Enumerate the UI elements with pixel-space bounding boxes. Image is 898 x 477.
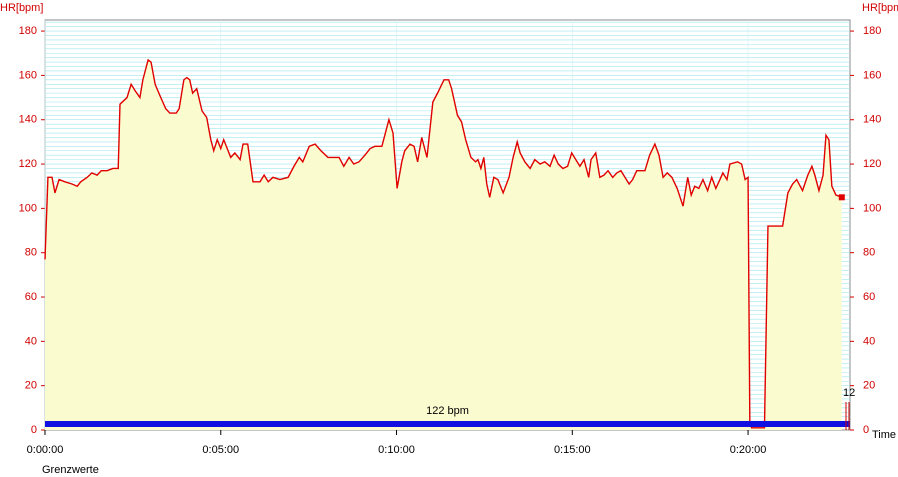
- y2-tick-label: 40: [863, 335, 875, 347]
- y-axis-title: HR[bpm]: [0, 2, 43, 14]
- y-tick-label: 0: [31, 424, 37, 436]
- y2-tick-label: 180: [863, 25, 881, 37]
- y-tick-label: 140: [19, 114, 37, 126]
- legend-note: Grenzwerte: [42, 464, 99, 476]
- y2-tick-label: 120: [863, 158, 881, 170]
- y2-axis-title: HR[bpm]: [862, 2, 898, 14]
- x-axis-title: Time: [872, 429, 896, 441]
- cursor-marker: [838, 194, 845, 201]
- y-tick-label: 100: [19, 202, 37, 214]
- y2-tick-label: 20: [863, 380, 875, 392]
- y2-tick-label: 80: [863, 247, 875, 259]
- y-tick-label: 160: [19, 69, 37, 81]
- y2-tick-label: 140: [863, 114, 881, 126]
- line: [44, 58, 843, 429]
- y-tick-label: 60: [25, 291, 37, 303]
- y-tick-label: 20: [25, 380, 37, 392]
- x-tick-label: 0:15:00: [554, 444, 591, 456]
- y2-tick-label: 100: [863, 202, 881, 214]
- average-band: [45, 421, 850, 427]
- area-fill: [45, 59, 842, 430]
- y-tick-label: 120: [19, 158, 37, 170]
- x-tick-label: 0:05:00: [202, 444, 239, 456]
- x-tick-label: 0:00:00: [27, 444, 64, 456]
- y2-tick-label: 160: [863, 69, 881, 81]
- x-tick-label: 0:20:00: [730, 444, 767, 456]
- average-label: 122 bpm: [426, 405, 469, 417]
- x-tick-label: 0:10:00: [378, 444, 415, 456]
- y-tick-label: 180: [19, 25, 37, 37]
- y2-tick-label: 0: [863, 424, 869, 436]
- y-tick-label: 40: [25, 335, 37, 347]
- y-tick-label: 80: [25, 247, 37, 259]
- lap-label: 12: [843, 387, 855, 399]
- y2-tick-label: 60: [863, 291, 875, 303]
